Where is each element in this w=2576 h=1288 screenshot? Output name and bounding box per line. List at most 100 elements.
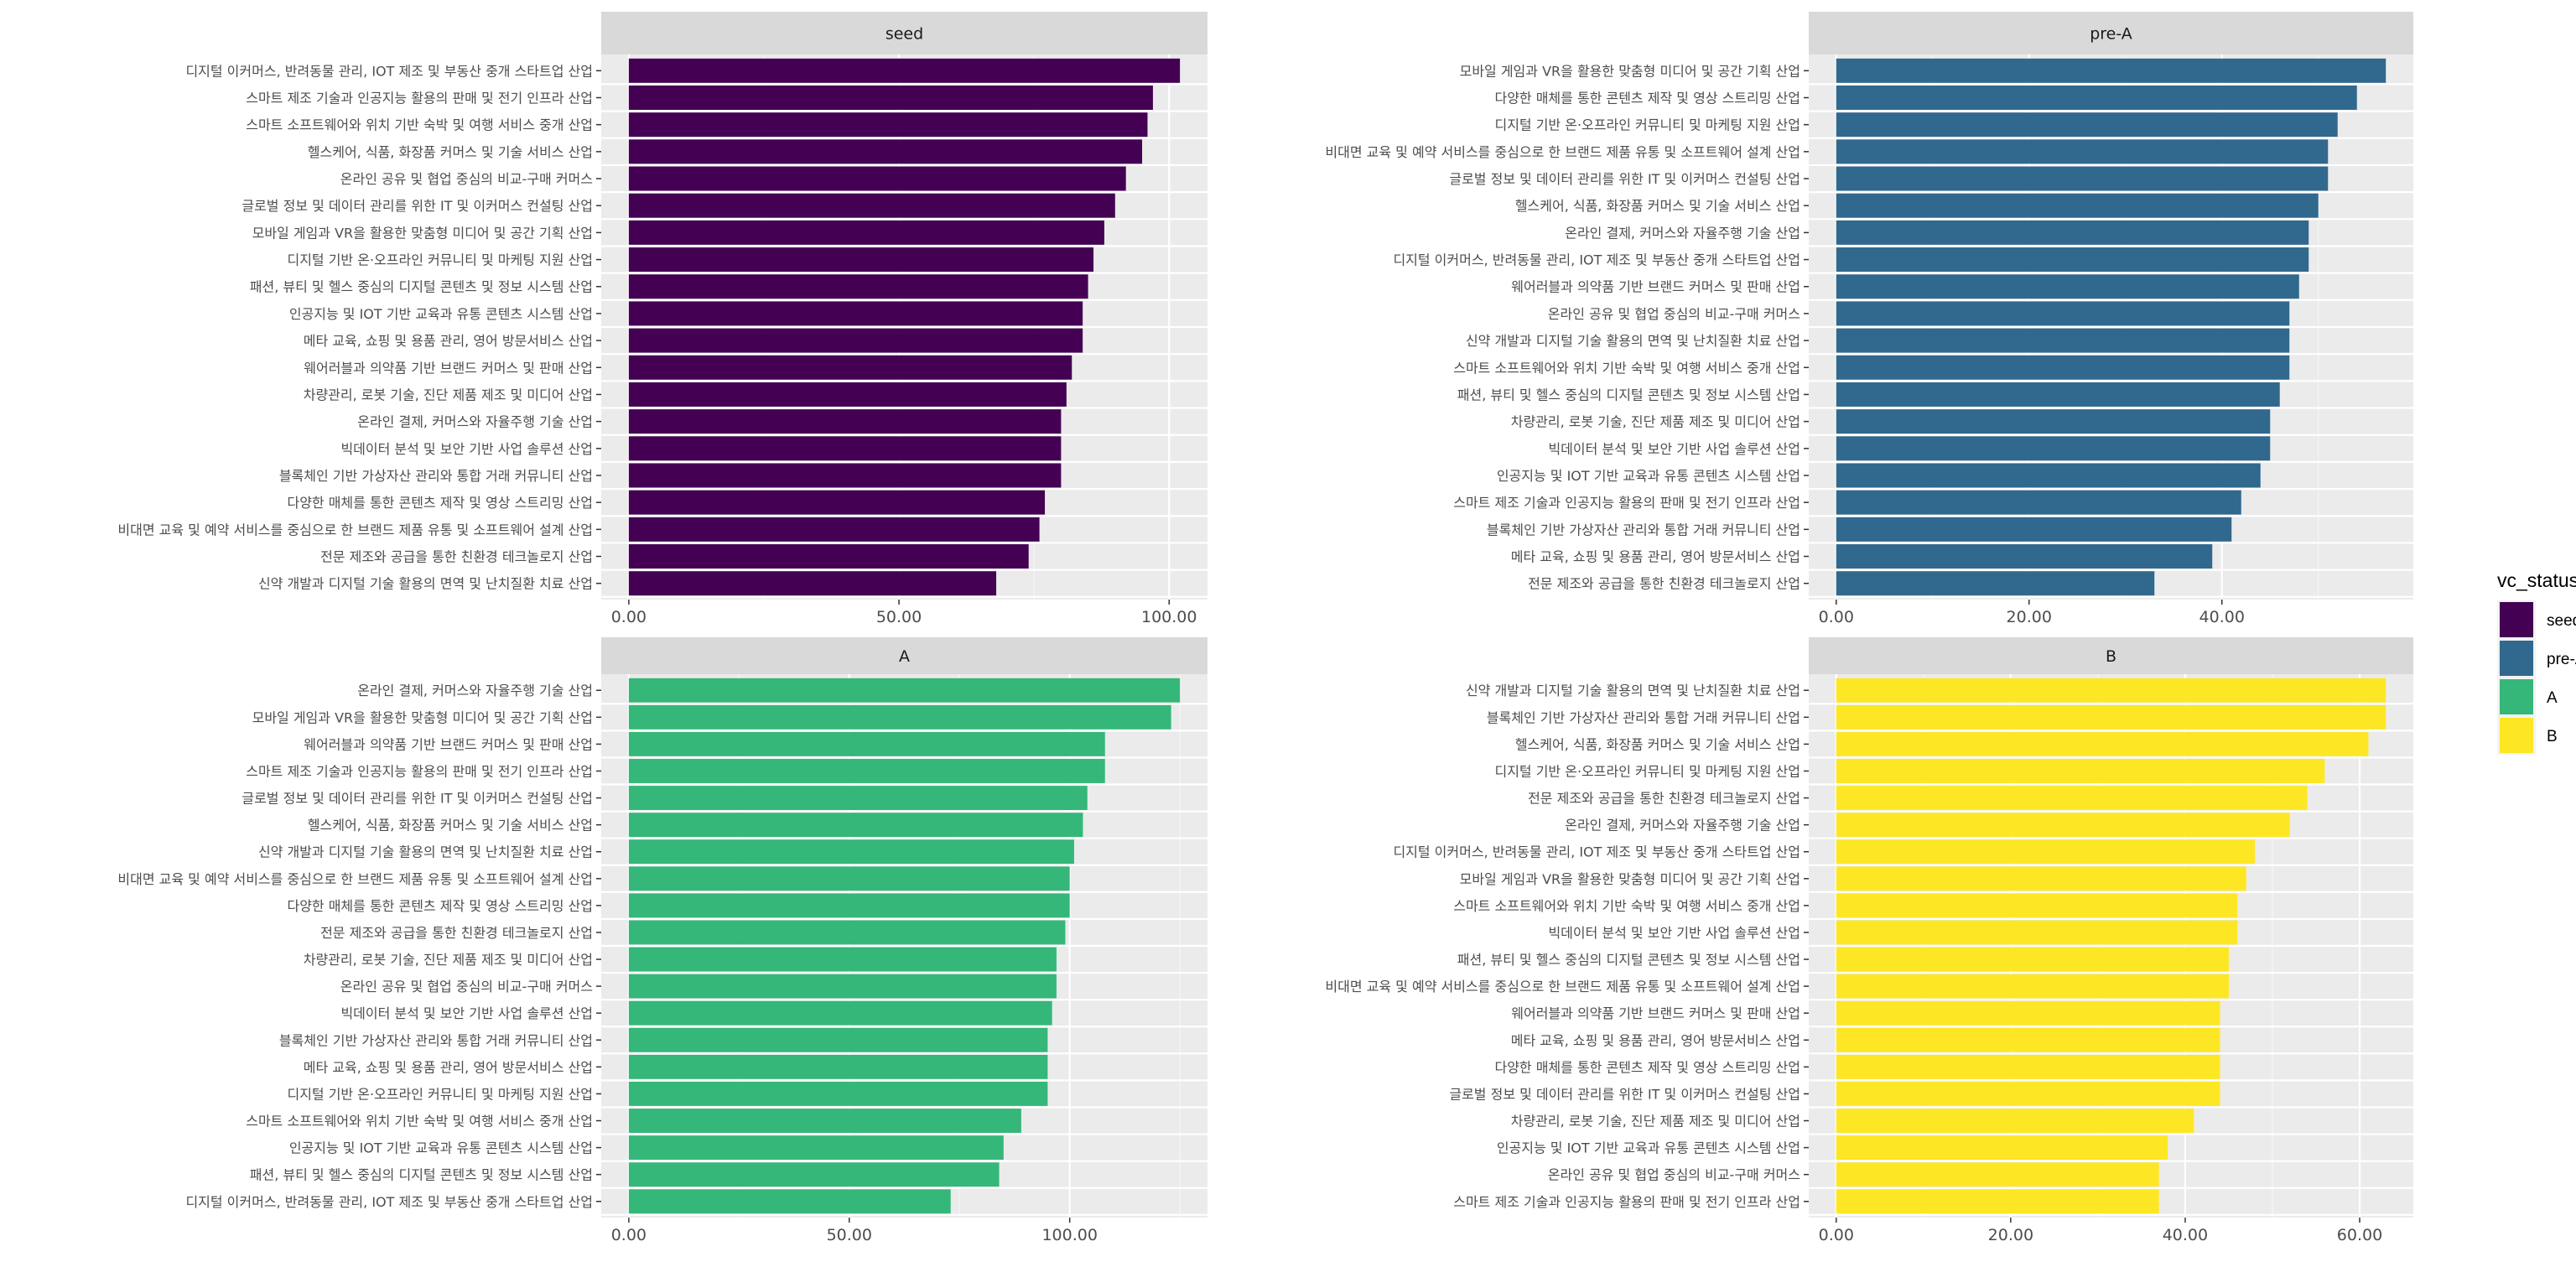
bar-b [1836,974,2229,999]
bar-a [628,704,1171,730]
y-tick-label: 스마트 제조 기술과 인공지능 활용의 판매 및 전기 인프라 산업 [1453,1194,1800,1210]
bar-pre-a [1836,301,2290,326]
bar-b [1836,704,2386,730]
panel-pre-a: pre-A 모바일 게임과 VR을 활용한 맞춤형 미디어 및 공간 기획 산업다… [1325,12,2413,626]
bar-b [1836,678,2386,703]
y-tick-label: 스마트 제조 기술과 인공지능 활용의 판매 및 전기 인프라 산업 [246,763,593,779]
bar-seed [628,382,1067,407]
bar-seed [628,463,1062,488]
bar-b [1836,866,2246,891]
bar-pre-a [1836,409,2271,434]
bar-seed [628,166,1126,191]
y-tick-label: 다양한 매체를 통한 콘텐츠 제작 및 영상 스트리밍 산업 [1494,1059,1800,1075]
y-tick-label: 온라인 결제, 커머스와 자율주행 기술 산업 [1565,818,1800,834]
y-tick-label: 전문 제조와 공급을 통한 친환경 테크놀로지 산업 [1528,791,1800,807]
bar-pre-a [1836,436,2271,461]
y-tick-label: 디지털 기반 온·오프라인 커뮤니티 및 마케팅 지원 산업 [287,252,593,268]
y-tick-label: 메타 교육, 쇼핑 및 용품 관리, 영어 방문서비스 산업 [1511,549,1800,565]
bar-seed [628,544,1029,569]
facet-strip-label: seed [886,25,923,44]
bar-seed [628,193,1115,218]
bar-pre-a [1836,517,2232,542]
bar-seed [628,490,1046,515]
y-tick-label: 온라인 공유 및 협업 중심의 비교-구매 커머스 [1548,1167,1800,1183]
bar-a [628,1109,1021,1133]
y-tick-label: 헬스케어, 식품, 화장품 커머스 및 기술 서비스 산업 [1515,736,1800,752]
y-tick-label: 스마트 제조 기술과 인공지능 활용의 판매 및 전기 인프라 산업 [1453,495,1800,511]
y-tick-label: 블록체인 기반 가상자산 관리와 통합 거래 커뮤니티 산업 [279,1032,593,1048]
y-tick-label: 메타 교육, 쇼핑 및 용품 관리, 영어 방문서비스 산업 [304,1059,593,1075]
bar-pre-a [1836,112,2338,138]
bar-a [628,1054,1048,1079]
bar-pre-a [1836,166,2329,191]
y-tick-label: 빅데이터 분석 및 보안 기반 사업 솔루션 산업 [340,441,593,457]
y-tick-label: 패션, 뷰티 및 헬스 중심의 디지털 콘텐츠 및 정보 시스템 산업 [1457,387,1800,402]
legend-label: seed [2547,612,2576,630]
bar-pre-a [1836,86,2357,110]
bar-pre-a [1836,382,2280,407]
y-tick-label: 빅데이터 분석 및 보안 기반 사업 솔루션 산업 [1548,925,1800,941]
bar-seed [628,409,1062,434]
bar-b [1836,1082,2220,1106]
bar-seed [628,355,1072,380]
bar-a [628,813,1083,838]
y-tick-label: 헬스케어, 식품, 화장품 커머스 및 기술 서비스 산업 [308,144,593,160]
y-tick-label: 비대면 교육 및 예약 서비스를 중심으로 한 브랜드 제품 유통 및 소프트웨… [1325,979,1800,995]
x-tick-label: 20.00 [2007,608,2052,626]
x-tick-label: 0.00 [1819,608,1854,626]
bar-a [628,893,1070,918]
y-tick-label: 디지털 이커머스, 반려동물 관리, IOT 제조 및 부동산 중개 스타트업 … [185,63,593,79]
bar-pre-a [1836,544,2213,569]
bar-seed [628,517,1040,542]
y-tick-label: 전문 제조와 공급을 통한 친환경 테크놀로지 산업 [1528,576,1800,592]
y-tick-label: 웨어러블과 의약품 기반 브랜드 커머스 및 판매 산업 [304,360,593,376]
y-tick-label: 인공지능 및 IOT 기반 교육과 유통 콘텐츠 시스템 산업 [289,306,593,322]
legend-title: vc_status [2497,569,2576,591]
legend-swatch-b [2500,718,2533,753]
bar-b [1836,1189,2159,1214]
y-tick-label: 글로벌 정보 및 데이터 관리를 위한 IT 및 이커머스 컨설팅 산업 [1449,171,1800,187]
bar-pre-a [1836,58,2386,83]
y-tick-label: 웨어러블과 의약품 기반 브랜드 커머스 및 판매 산업 [1511,1005,1800,1021]
bar-seed [628,247,1094,273]
y-tick-label: 메타 교육, 쇼핑 및 용품 관리, 영어 방문서비스 산업 [304,333,593,349]
y-tick-label: 디지털 이커머스, 반려동물 관리, IOT 제조 및 부동산 중개 스타트업 … [1393,844,1800,860]
bar-b [1836,893,2238,918]
y-tick-label: 비대면 교육 및 예약 서비스를 중심으로 한 브랜드 제품 유통 및 소프트웨… [1325,144,1800,160]
y-tick-label: 온라인 결제, 커머스와 자율주행 기술 산업 [357,683,593,699]
y-tick-label: 디지털 이커머스, 반려동물 관리, IOT 제조 및 부동산 중개 스타트업 … [1393,252,1800,268]
bar-pre-a [1836,355,2290,380]
panel-seed: seed 디지털 이커머스, 반려동물 관리, IOT 제조 및 부동산 중개 스… [117,12,1208,626]
facet-strip-label: B [2106,647,2116,666]
bar-a [628,678,1181,703]
bar-pre-a [1836,247,2309,273]
bar-pre-a [1836,220,2309,245]
facet-strip-label: A [899,647,910,666]
x-tick-label: 50.00 [827,1226,872,1244]
x-tick-label: 0.00 [611,1226,647,1244]
y-tick-label: 스마트 소프트웨어와 위치 기반 숙박 및 여행 서비스 중개 산업 [246,1114,593,1130]
y-tick-label: 인공지능 및 IOT 기반 교육과 유통 콘텐츠 시스템 산업 [1497,468,1800,484]
bar-b [1836,1162,2159,1187]
legend-label: B [2547,728,2558,745]
bar-b [1836,1054,2220,1079]
legend-swatch-a [2500,679,2533,714]
y-tick-label: 헬스케어, 식품, 화장품 커머스 및 기술 서비스 산업 [308,818,593,834]
y-tick-label: 블록체인 기반 가상자산 관리와 통합 거래 커뮤니티 산업 [279,468,593,484]
bar-pre-a [1836,274,2299,299]
y-tick-label: 차량관리, 로봇 기술, 진단 제품 제조 및 미디어 산업 [1511,1114,1800,1130]
y-tick-label: 신약 개발과 디지털 기술 활용의 면역 및 난치질환 치료 산업 [1466,333,1800,349]
bar-b [1836,731,2369,756]
y-tick-label: 스마트 소프트웨어와 위치 기반 숙박 및 여행 서비스 중개 산업 [1453,898,1800,914]
bar-a [628,731,1105,756]
y-tick-label: 전문 제조와 공급을 통한 친환경 테크놀로지 산업 [320,549,593,565]
y-tick-label: 온라인 공유 및 협업 중심의 비교-구매 커머스 [340,171,593,187]
y-tick-label: 모바일 게임과 VR을 활용한 맞춤형 미디어 및 공간 기획 산업 [252,225,593,241]
legend: vc_statusseed pre-A A B [2497,569,2576,755]
y-tick-label: 패션, 뷰티 및 헬스 중심의 디지털 콘텐츠 및 정보 시스템 산업 [250,1167,593,1183]
bar-pre-a [1836,490,2241,515]
legend-swatch-pre-a [2500,641,2533,676]
bar-seed [628,220,1104,245]
